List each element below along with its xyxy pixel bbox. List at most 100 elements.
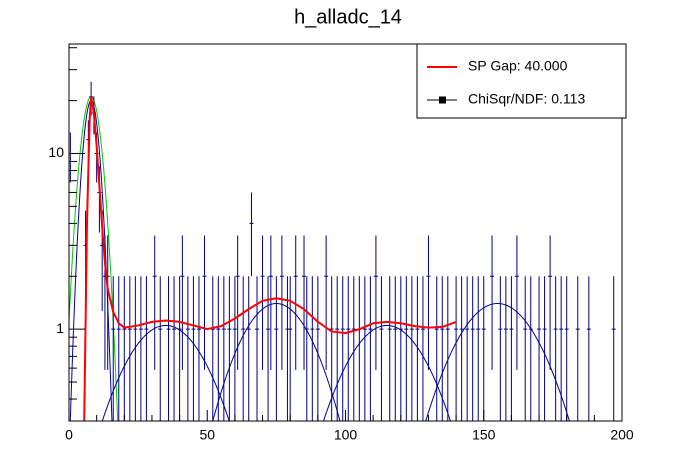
data-point (379, 276, 384, 421)
axes: 0 50 100 150 200 1 10 (48, 47, 634, 443)
x-tick-label: 50 (199, 427, 215, 443)
data-point (586, 276, 591, 421)
data-point (260, 235, 265, 370)
data-point (459, 276, 464, 421)
data-point (191, 276, 196, 421)
data-point (315, 276, 320, 421)
data-point (202, 235, 207, 370)
data-point (398, 276, 403, 421)
data-point (196, 276, 201, 421)
data-point (387, 276, 392, 421)
data-point (542, 276, 547, 421)
legend: SP Gap: 40.000 ChiSqr/NDF: 0.113 (416, 43, 627, 119)
component-curve (101, 324, 230, 421)
x-tick-label: 150 (472, 427, 496, 443)
data-point (368, 276, 373, 421)
component-curve (322, 324, 451, 421)
data-point (553, 276, 558, 421)
data-point (166, 276, 171, 421)
frame (68, 43, 623, 422)
legend-label: ChiSqr/NDF: 0.113 (468, 91, 585, 107)
data-point (454, 276, 459, 421)
data-point (133, 276, 138, 421)
data-point (221, 276, 226, 421)
data-point (409, 276, 414, 421)
x-tick-label: 100 (334, 427, 358, 443)
data-point (420, 276, 425, 421)
data-point (304, 276, 309, 421)
data-point (152, 235, 157, 370)
legend-marker (439, 96, 446, 104)
data-point (266, 276, 271, 421)
data-point (122, 276, 127, 421)
data-point (440, 276, 445, 421)
data-point (393, 276, 398, 421)
legend-label: SP Gap: 40.000 (468, 58, 568, 74)
data-point (509, 276, 514, 421)
data-point (111, 276, 116, 421)
data-point (172, 276, 177, 421)
data-point (227, 276, 232, 421)
chart-title: h_alladc_14 (294, 6, 402, 28)
data-point (138, 276, 143, 421)
data-point (185, 276, 190, 421)
data-point (351, 276, 356, 421)
y-tick-label: 10 (48, 144, 64, 160)
legend-box (416, 43, 627, 119)
data-point (548, 235, 553, 370)
y-tick-label: 1 (56, 320, 64, 336)
data-point (426, 235, 431, 370)
data-point (537, 276, 542, 421)
data-point (216, 276, 221, 421)
data-point (404, 276, 409, 421)
data-point (302, 235, 307, 370)
data-point (329, 276, 334, 421)
x-tick-label: 200 (610, 427, 634, 443)
data-point (235, 235, 240, 370)
x-tick-label: 0 (65, 427, 73, 443)
data-point (249, 192, 254, 277)
data-point (564, 276, 569, 421)
data-point (503, 276, 508, 421)
data-point (528, 276, 533, 421)
data-point (340, 276, 345, 421)
data-point (490, 235, 495, 370)
data-point (465, 276, 470, 421)
data-point (498, 276, 503, 421)
data-point (158, 276, 163, 421)
data-point (268, 235, 273, 370)
data-point (434, 276, 439, 421)
data-point (346, 276, 351, 421)
data-point (232, 276, 237, 421)
data-point (559, 276, 564, 421)
data-point (324, 235, 329, 370)
data-point (293, 235, 298, 370)
data-point (481, 276, 486, 421)
data-point (246, 276, 251, 421)
data-point (241, 276, 246, 421)
data-point (288, 276, 293, 421)
data-point (116, 276, 121, 421)
data-point (177, 276, 182, 421)
data-point (611, 276, 616, 421)
data-point (470, 276, 475, 421)
data-point (575, 276, 580, 421)
data-point (274, 276, 279, 421)
data-point (127, 276, 132, 421)
data-point (415, 276, 420, 421)
fit-curve (83, 96, 457, 421)
data-point (362, 276, 367, 421)
data-point (310, 276, 315, 421)
data-point (144, 276, 149, 421)
data-point (279, 235, 284, 370)
plot-area (69, 81, 616, 421)
data-point (523, 276, 528, 421)
data-point (180, 235, 185, 370)
data-point (373, 235, 378, 370)
data-point (514, 235, 519, 370)
data-point (476, 276, 481, 421)
data-point (445, 276, 450, 421)
data-point (255, 276, 260, 421)
component-curve (425, 302, 570, 421)
